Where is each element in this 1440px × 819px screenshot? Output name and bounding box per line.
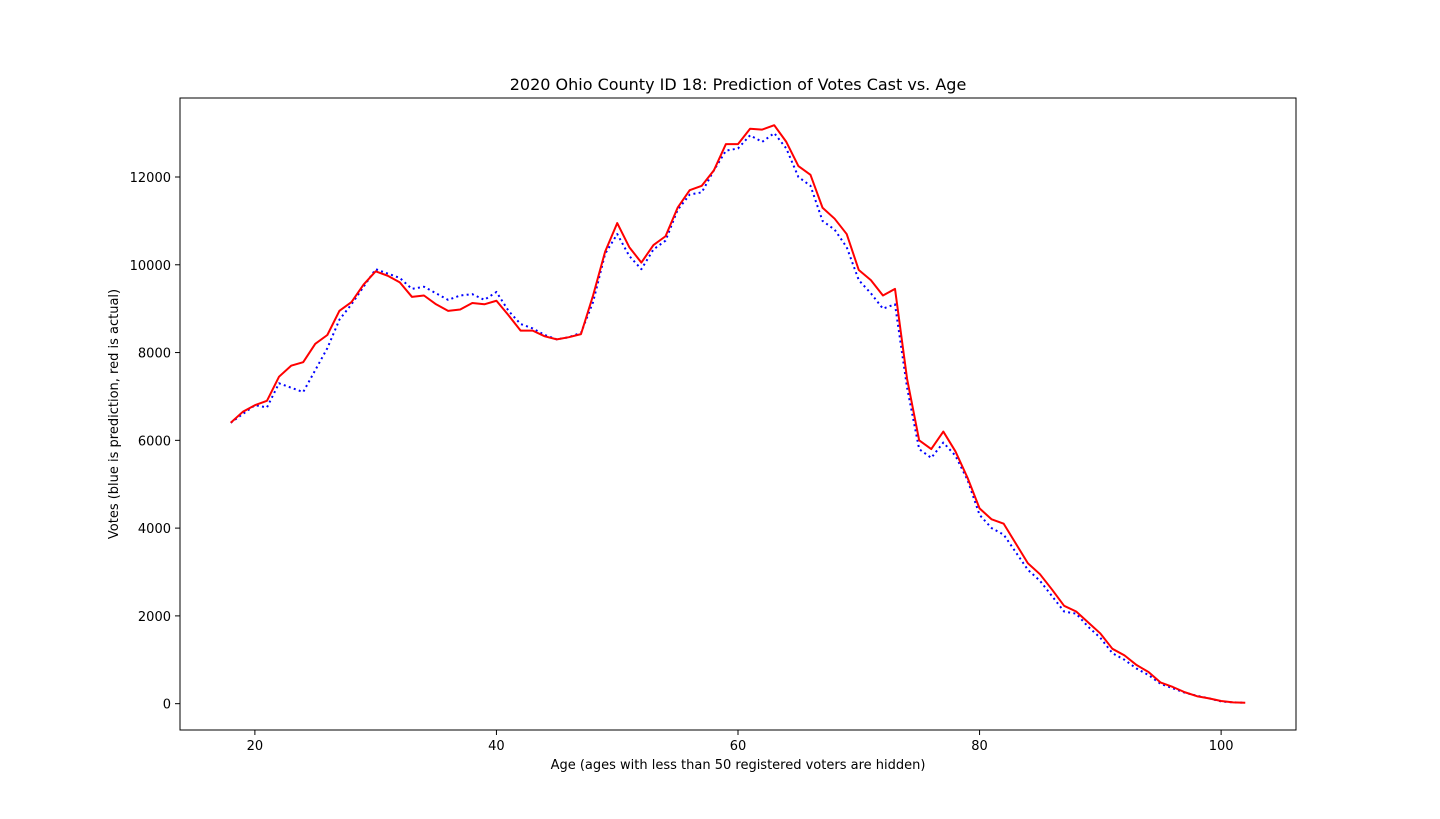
axes-frame	[179, 97, 1297, 731]
x-axis-label: Age (ages with less than 50 registered v…	[551, 758, 926, 773]
y-tick-label: 12000	[130, 171, 171, 186]
y-axis: 0 2000 4000 6000 8000 10000 12000	[130, 171, 180, 713]
x-tick-label: 40	[488, 739, 505, 754]
y-axis-label: Votes (blue is prediction, red is actual…	[107, 289, 122, 539]
chart-title: 2020 Ohio County ID 18: Prediction of Vo…	[510, 75, 967, 94]
actual-series-line	[230, 124, 1246, 704]
y-tick-label: 4000	[138, 522, 171, 537]
y-tick-label: 2000	[138, 610, 171, 625]
x-tick-label: 100	[1209, 739, 1234, 754]
y-tick-label: 0	[163, 698, 171, 713]
plot-area	[230, 124, 1246, 704]
x-tick-label: 80	[971, 739, 988, 754]
y-tick-label: 10000	[130, 259, 171, 274]
y-tick-label: 8000	[138, 347, 171, 362]
x-axis: 20 40 60 80 100	[247, 730, 1234, 754]
x-tick-label: 60	[730, 739, 747, 754]
prediction-series-line	[230, 132, 1246, 704]
x-tick-label: 20	[247, 739, 264, 754]
y-tick-label: 6000	[138, 434, 171, 449]
